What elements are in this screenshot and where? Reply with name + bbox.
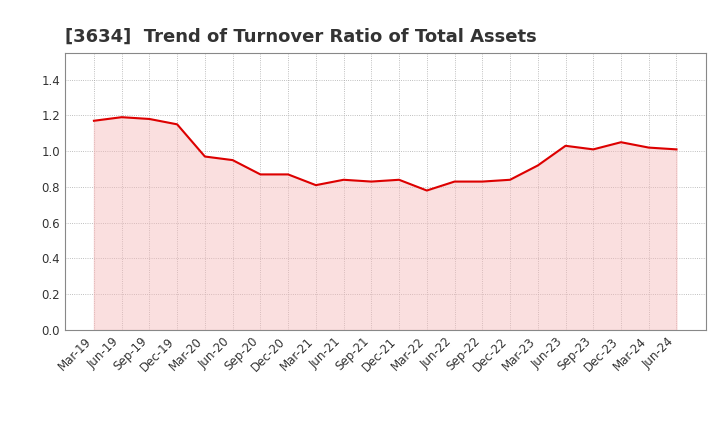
Text: [3634]  Trend of Turnover Ratio of Total Assets: [3634] Trend of Turnover Ratio of Total … (65, 28, 536, 46)
